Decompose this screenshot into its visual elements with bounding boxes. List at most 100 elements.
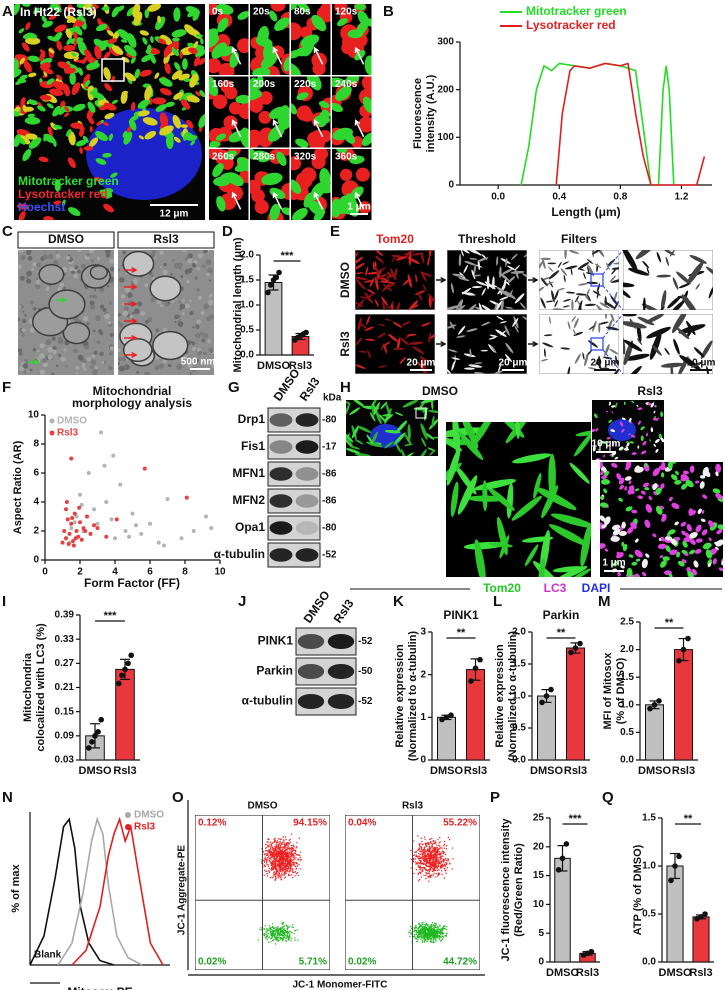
blob — [489, 300, 501, 306]
event — [275, 849, 277, 851]
blob — [542, 342, 554, 348]
event — [444, 857, 447, 860]
arrow-head — [131, 300, 138, 308]
blob — [66, 15, 78, 24]
blob — [152, 97, 167, 105]
blob — [603, 470, 610, 477]
blob — [356, 299, 365, 309]
band — [295, 548, 319, 562]
event — [293, 864, 295, 866]
blob — [179, 51, 183, 59]
event — [417, 936, 420, 939]
event — [286, 846, 289, 849]
blob — [196, 266, 200, 271]
event — [271, 930, 274, 932]
blob — [211, 363, 214, 369]
event — [270, 937, 273, 939]
blob — [469, 348, 472, 358]
event — [442, 926, 444, 929]
blob — [320, 9, 331, 23]
y-tick-label: 300 — [437, 37, 454, 48]
data-point — [698, 914, 704, 920]
event — [287, 861, 289, 864]
blob — [540, 297, 546, 309]
event — [417, 861, 419, 864]
blob — [625, 440, 629, 443]
event — [282, 931, 285, 933]
event — [291, 926, 293, 928]
event — [285, 931, 287, 933]
arrow-head — [131, 351, 138, 359]
event — [429, 847, 431, 849]
event — [423, 836, 426, 838]
blob — [146, 44, 152, 54]
blob — [257, 25, 269, 46]
data-point — [647, 705, 653, 712]
blob — [391, 302, 394, 310]
blob — [587, 264, 595, 277]
blob — [43, 133, 56, 144]
blob — [140, 311, 145, 317]
blob — [16, 203, 29, 210]
blob — [356, 425, 372, 433]
event — [440, 864, 442, 866]
blob — [382, 301, 386, 310]
blob — [44, 250, 47, 253]
event — [275, 859, 277, 862]
blob — [252, 67, 271, 75]
event — [426, 936, 429, 938]
event — [268, 870, 270, 872]
blob — [203, 351, 207, 356]
event — [283, 874, 285, 877]
event — [291, 854, 294, 856]
blob — [57, 353, 62, 357]
blob — [47, 354, 53, 360]
blob — [378, 267, 386, 272]
blob — [610, 535, 620, 542]
scatter-point — [92, 523, 96, 528]
blob — [73, 31, 78, 40]
blob — [25, 22, 31, 31]
blob — [208, 347, 214, 353]
band — [269, 440, 293, 454]
event — [267, 838, 269, 840]
event — [428, 870, 431, 873]
blob — [250, 87, 263, 98]
event — [423, 933, 425, 935]
event — [439, 845, 441, 847]
event — [270, 933, 272, 935]
data-point — [577, 640, 583, 647]
blob — [460, 250, 470, 254]
event — [282, 846, 285, 849]
blob — [374, 409, 382, 425]
event — [273, 860, 275, 862]
event — [427, 843, 430, 845]
event — [435, 933, 437, 935]
blob — [477, 259, 481, 271]
blob — [261, 172, 283, 186]
event — [436, 853, 439, 856]
blob — [27, 255, 33, 261]
blob — [708, 520, 715, 528]
blob — [314, 115, 331, 125]
event — [442, 865, 444, 867]
blob — [187, 355, 191, 360]
blob — [623, 339, 643, 352]
blob — [105, 192, 113, 199]
event — [284, 929, 286, 932]
blob — [250, 135, 261, 148]
event — [432, 875, 434, 877]
blob — [220, 156, 234, 170]
event — [287, 930, 289, 933]
blob — [53, 124, 63, 130]
event — [266, 934, 269, 937]
blob — [312, 62, 326, 75]
blob — [211, 42, 228, 59]
data-point — [265, 289, 271, 296]
y-tick-label: 1.0 — [642, 861, 656, 872]
time-label: 360s — [335, 152, 358, 163]
event — [430, 876, 432, 878]
blob — [542, 258, 546, 270]
blob — [346, 448, 361, 454]
